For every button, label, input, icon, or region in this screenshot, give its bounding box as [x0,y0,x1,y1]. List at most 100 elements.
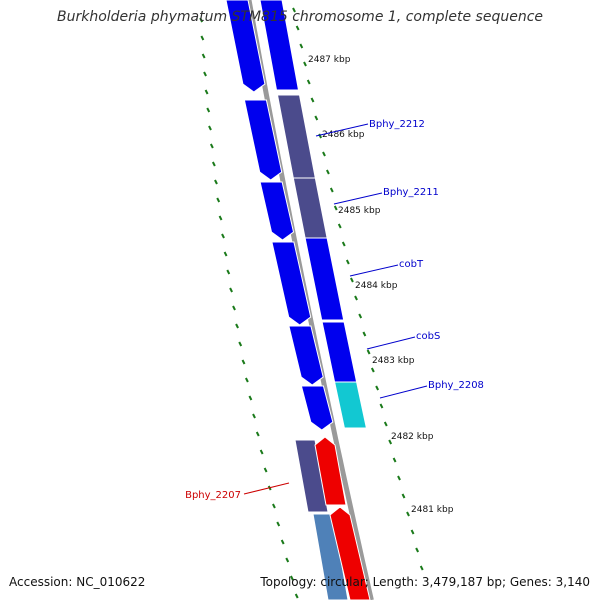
scale-label: 2484 kbp [355,281,398,291]
gene-label-cobt[interactable]: cobT [399,259,424,270]
accession-info: Accession: NC_010622 [9,575,145,589]
outer-tick [299,43,304,49]
gene-label-leader [366,336,416,350]
outer-tick [410,529,415,535]
outer-tick [333,205,338,211]
inner-tick [235,323,239,329]
accession-number: NC_010622 [76,575,146,589]
inner-tick [280,539,285,545]
gene-arrow[interactable] [333,381,368,429]
inner-tick [241,359,246,365]
inner-tick [206,107,211,113]
outer-tick [392,457,397,463]
outer-tick [310,97,315,103]
inner-tick [199,17,204,23]
gene-label-cobs[interactable]: cobS [416,331,440,342]
outer-tick [406,511,410,517]
inner-tick [200,35,205,41]
gene-arrow[interactable] [294,439,329,513]
gene-arrow[interactable] [329,506,371,600]
inner-tick [223,251,228,257]
gene-arrow[interactable] [304,237,345,321]
gene-arrow[interactable] [259,0,300,91]
inner-tick [209,143,214,149]
inner-tick [276,521,281,527]
outer-tick [329,187,334,193]
outer-tick [366,349,371,355]
outer-tick [388,439,393,445]
scale-labels: 2487 kbp 2486 kbp 2485 kbp 2484 kbp 2483 kbp… [308,55,454,515]
outer-tick [345,259,350,265]
gene-arrow[interactable] [314,436,347,506]
inner-tick [203,71,207,77]
outer-tick [325,169,330,175]
sequence-summary: Topology: circular; Length: 3,479,187 bp… [260,575,590,589]
scale-label: 2486 kbp [322,130,365,140]
inner-tick [248,395,253,401]
outer-tick [419,565,424,571]
outer-tick [379,403,384,409]
gene-labels: Bphy_2212 Bphy_2211 cobT cobS Bphy_2208 Bphy_… [185,119,484,501]
inner-tick [255,431,260,437]
gene-arrow[interactable] [271,241,312,326]
gene-track [225,0,371,600]
gene-label-bphy_2207[interactable]: Bphy_2207 [185,490,241,501]
gene-arrow[interactable] [243,99,283,181]
outer-tick [295,25,300,31]
inner-tick [216,197,221,203]
outer-tick [350,277,354,283]
inner-tick [294,593,299,599]
scale-label: 2485 kbp [338,206,381,216]
scale-label: 2487 kbp [308,55,351,65]
inner-tick [259,449,264,455]
outer-tick [318,133,323,139]
outer-tick [341,241,346,247]
outer-tick [383,421,388,427]
inner-tick [226,269,231,275]
outer-tick [397,475,401,481]
outer-tick [306,79,311,85]
gene-arrow[interactable] [288,325,324,386]
outer-tick [292,7,296,13]
gene-arrow[interactable] [312,513,349,600]
inner-tick [244,377,249,383]
outer-tick [375,385,380,391]
inner-tick [263,467,268,473]
gene-label-leader [333,192,383,205]
map-title: Burkholderia phymatum STM815 chromosome … [56,9,543,25]
outer-tick [314,115,319,121]
gene-label-bphy_2211[interactable]: Bphy_2211 [383,187,439,198]
outer-tick [370,367,375,373]
outer-tick [415,547,420,553]
scale-label: 2482 kbp [391,432,434,442]
inner-tick [211,161,216,167]
accession-label: Accession: [9,575,73,589]
inner-tick [204,89,209,95]
gene-label-leader [243,482,290,495]
gene-label-bphy_2208[interactable]: Bphy_2208 [428,380,484,391]
gene-arrow[interactable] [225,0,266,93]
tick-track [199,7,424,599]
outer-tick [337,223,342,229]
inner-tick [229,287,233,293]
inner-tick [201,53,206,59]
gene-arrow[interactable] [321,321,358,383]
inner-tick [232,305,236,311]
gene-label-bphy_2212[interactable]: Bphy_2212 [369,119,425,130]
gene-arrow[interactable] [259,181,295,241]
gene-label-leader [379,385,428,399]
outer-tick [401,493,406,499]
inner-tick [290,575,294,581]
inner-tick [238,341,243,347]
scale-label: 2481 kbp [411,505,454,515]
inner-tick [252,413,256,419]
gene-arrow[interactable] [276,94,316,179]
gene-label-leader [315,123,369,137]
inner-tick [285,557,290,563]
gene-arrow[interactable] [300,385,334,431]
inner-tick [218,215,223,221]
gene-label-leader [349,264,399,277]
gene-arrow[interactable] [292,177,328,239]
inner-tick [221,233,225,239]
